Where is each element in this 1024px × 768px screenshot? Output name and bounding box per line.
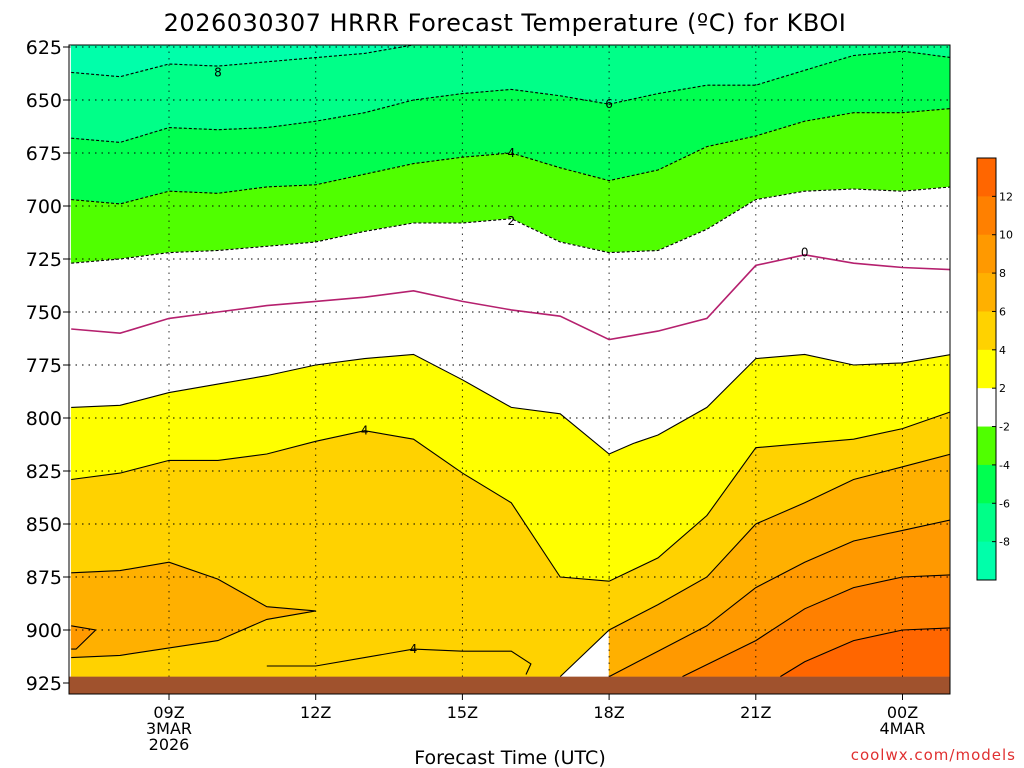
colorbar-swatch [977, 158, 996, 197]
y-tick-label: 900 [26, 620, 62, 642]
y-tick-label: 875 [26, 567, 62, 589]
x-tick-label: 18Z [593, 703, 624, 722]
contour-labels: 8 6 4 2 0 4 4 [214, 65, 809, 656]
grid-lines [69, 45, 950, 694]
contour-label: 8 [214, 65, 222, 79]
y-tick-label: 650 [26, 90, 62, 112]
y-tick-label: 625 [26, 37, 62, 59]
y-tick-label: 925 [26, 673, 62, 695]
colorbar-tick-label: 6 [999, 305, 1006, 318]
x-tick-label: 4MAR [879, 719, 925, 738]
contour-line-8 [71, 625, 97, 650]
colorbar-tick-label: 4 [999, 344, 1006, 357]
y-tick-label: 825 [26, 461, 62, 483]
colorbar-swatch [977, 311, 996, 351]
contour-line-7 [71, 561, 316, 659]
x-tick-label: 2026 [149, 735, 190, 754]
colorbar-tick-label: -2 [999, 421, 1010, 434]
contour-line-9 [266, 648, 532, 675]
contour-line-2 [71, 108, 950, 205]
x-tick-label: 12Z [300, 703, 331, 722]
colorbar-legend: 12 10 8 6 4 2 -2 -4 -6 -8 [976, 157, 1013, 581]
colorbar-tick-label: -8 [999, 536, 1010, 549]
x-axis-label: Forecast Time (UTC) [414, 747, 605, 768]
y-axis: 625 650 675 700 725 750 775 800 825 850 875 900 925 [26, 37, 69, 695]
y-tick-label: 800 [26, 408, 62, 430]
chart-title: 2026030307 HRRR Forecast Temperature (ºC… [164, 9, 847, 37]
colorbar-tick-label: -4 [999, 459, 1010, 472]
contour-label: 0 [801, 246, 809, 260]
x-tick-label: 21Z [740, 703, 771, 722]
contour-line-13 [780, 627, 950, 678]
y-tick-label: 675 [26, 143, 62, 165]
contour-line-0 [71, 45, 419, 78]
contour-line-1 [71, 50, 950, 143]
colorbar-tick-label: 12 [999, 190, 1013, 203]
y-tick-label: 725 [26, 249, 62, 271]
contour-line-4 [71, 253, 950, 341]
watermark: coolwx.com/models [851, 746, 1016, 764]
contour-line-5 [71, 353, 950, 455]
contour-line-6 [71, 411, 950, 582]
colorbar-swatch [977, 541, 996, 581]
plot-frame [68, 44, 951, 695]
colorbar-swatch [977, 388, 996, 428]
colorbar-tick-label: 2 [999, 382, 1006, 395]
y-tick-label: 750 [26, 302, 62, 324]
contour-line-3 [71, 186, 950, 264]
colorbar-swatch [977, 464, 996, 504]
temperature-fill-regions [69, 45, 950, 694]
colorbar-tick-label: -6 [999, 497, 1010, 510]
colorbar-tick-label: 10 [999, 229, 1013, 242]
contour-line-10 [559, 453, 950, 677]
colorbar-swatch [977, 196, 996, 236]
y-tick-label: 850 [26, 514, 62, 536]
colorbar-swatch [977, 273, 996, 312]
contour-lines [71, 45, 950, 678]
colorbar-swatch [977, 349, 996, 389]
contour-label: 2 [507, 214, 515, 228]
colorbar-swatch [977, 503, 996, 543]
colorbar-swatch [977, 234, 996, 274]
ground-surface [69, 676, 950, 694]
x-tick-label: 15Z [447, 703, 478, 722]
contour-line-11 [608, 519, 950, 678]
colorbar-frame [976, 157, 997, 581]
y-tick-label: 775 [26, 355, 62, 377]
contour-line-12 [682, 574, 950, 678]
contour-label: 6 [605, 97, 613, 111]
x-tick-label: 00Z [887, 703, 918, 722]
x-tick-label: 3MAR [146, 719, 192, 738]
contour-label: 4 [410, 642, 418, 656]
contour-label: 4 [361, 424, 369, 438]
y-tick-label: 700 [26, 196, 62, 218]
x-tick-label: 09Z [153, 703, 184, 722]
colorbar-tick-label: 8 [999, 267, 1006, 280]
colorbar-swatch [977, 426, 996, 466]
contour-label: 4 [507, 146, 515, 160]
